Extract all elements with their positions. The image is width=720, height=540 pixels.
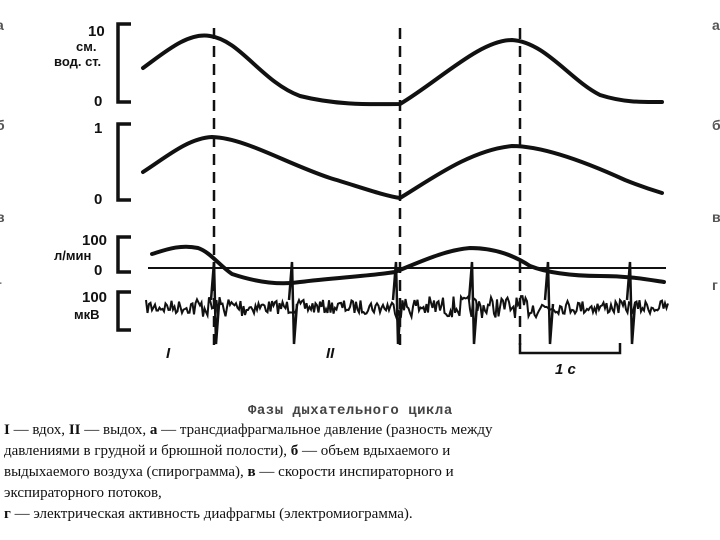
tick-c-top: 100 — [82, 232, 107, 249]
caption-line-1: I — вдох, II — выдох, а — трансдиафрагма… — [4, 422, 493, 438]
time-scale-bar — [518, 343, 622, 355]
edge-letter-a-right: a — [712, 17, 720, 33]
edge-letter-b-right: б — [712, 117, 720, 133]
tick-c-bottom: 0 — [94, 262, 102, 279]
figure-caption: Фазы дыхательного цикла I — вдох, II — в… — [0, 400, 720, 540]
respiratory-cycle-diagram: a б в г a б в г 10 см. вод. ст. 0 1 0 10… — [0, 17, 720, 378]
trace-flow — [150, 244, 666, 286]
unit-c-1: л/мин — [54, 248, 91, 263]
tick-b-bottom: 0 — [94, 191, 102, 208]
unit-a-2: вод. ст. — [54, 54, 101, 69]
edge-letter-a-left: a — [0, 17, 4, 33]
edge-letter-d-right: г — [712, 277, 718, 293]
edge-letter-c-right: в — [712, 209, 720, 225]
phase-label-expiration: II — [326, 345, 335, 362]
emg-spike-6 — [625, 261, 637, 345]
caption-line-5: г — электрическая активность диафрагмы (… — [4, 506, 413, 522]
trace-emg — [145, 293, 669, 322]
trace-volume — [141, 135, 664, 200]
tick-b-top: 1 — [94, 120, 102, 137]
bracket-d — [116, 290, 131, 332]
unit-d-1: мкВ — [74, 307, 100, 322]
phase-label-inspiration: I — [166, 345, 171, 362]
tick-a-bottom: 0 — [94, 93, 102, 110]
emg-spike-5 — [543, 261, 555, 345]
emg-spike-1 — [209, 261, 221, 345]
edge-letter-c-left: в — [0, 209, 5, 225]
edge-letter-b-left: б — [0, 117, 5, 133]
emg-ecg-spikes — [209, 261, 637, 345]
emg-spike-3 — [391, 261, 403, 345]
unit-a-1: см. — [76, 39, 96, 54]
caption-title: Фазы дыхательного цикла — [248, 403, 453, 419]
trace-pressure — [141, 33, 664, 107]
bracket-b — [116, 122, 131, 202]
caption-line-2: давлениями в грудной и брюшной полости),… — [4, 443, 451, 459]
bracket-a — [116, 22, 131, 104]
bracket-c — [116, 235, 131, 274]
edge-letter-d-left: г — [0, 277, 2, 293]
emg-spike-4 — [467, 261, 479, 345]
tick-d-top: 100 — [82, 289, 107, 306]
emg-spike-2 — [287, 261, 299, 345]
diagram-svg: a б в г a б в г 10 см. вод. ст. 0 1 0 10… — [0, 17, 720, 378]
time-scale-label: 1 с — [555, 361, 577, 378]
caption-line-3: выдыхаемого воздуха (спирограмма), в — с… — [4, 464, 454, 480]
caption-line-4: экспираторного потоков, — [4, 485, 162, 501]
tick-a-top: 10 — [88, 23, 105, 40]
